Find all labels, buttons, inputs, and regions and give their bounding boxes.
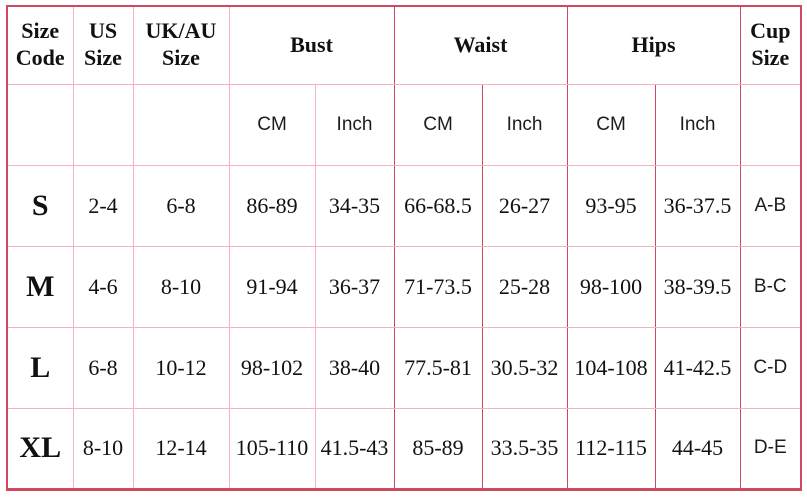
cell-us-size: 4-6 — [72, 245, 134, 328]
cell-size-code: S — [6, 164, 74, 247]
cell-hips-cm: 112-115 — [566, 407, 656, 490]
cell-waist-cm: 71-73.5 — [393, 245, 483, 328]
cell-waist-inch: 26-27 — [481, 164, 568, 247]
size-chart-table: Size Code US Size UK/AU Size Bust Waist … — [6, 5, 803, 491]
subheader-waist-cm: CM — [393, 83, 483, 166]
table-row: XL 8-10 12-14 105-110 41.5-43 85-89 33.5… — [6, 407, 802, 490]
cell-hips-inch: 36-37.5 — [654, 164, 741, 247]
subheader-hips-inch: Inch — [654, 83, 741, 166]
cell-waist-inch: 30.5-32 — [481, 326, 568, 409]
cell-bust-cm: 105-110 — [228, 407, 316, 490]
table-row: M 4-6 8-10 91-94 36-37 71-73.5 25-28 98-… — [6, 245, 802, 328]
cell-waist-cm: 85-89 — [393, 407, 483, 490]
cell-hips-cm: 93-95 — [566, 164, 656, 247]
cell-size-code: XL — [6, 407, 74, 490]
cell-cup-size: A-B — [739, 164, 802, 247]
cell-hips-cm: 104-108 — [566, 326, 656, 409]
header-cup-size: Cup Size — [739, 5, 802, 85]
subheader-empty-cup-size — [739, 83, 802, 166]
cell-size-code: M — [6, 245, 74, 328]
header-ukau-size: UK/AU Size — [132, 5, 230, 85]
header-us-size: US Size — [72, 5, 134, 85]
header-row-groups: Size Code US Size UK/AU Size Bust Waist … — [6, 5, 802, 85]
cell-hips-cm: 98-100 — [566, 245, 656, 328]
cell-size-code: L — [6, 326, 74, 409]
subheader-empty-us-size — [72, 83, 134, 166]
cell-us-size: 2-4 — [72, 164, 134, 247]
cell-bust-cm: 86-89 — [228, 164, 316, 247]
cell-ukau-size: 10-12 — [132, 326, 230, 409]
cell-waist-inch: 25-28 — [481, 245, 568, 328]
subheader-waist-inch: Inch — [481, 83, 568, 166]
cell-waist-cm: 77.5-81 — [393, 326, 483, 409]
subheader-empty-size-code — [6, 83, 74, 166]
cell-cup-size: B-C — [739, 245, 802, 328]
header-hips: Hips — [566, 5, 741, 85]
cell-ukau-size: 6-8 — [132, 164, 230, 247]
cell-us-size: 6-8 — [72, 326, 134, 409]
cell-hips-inch: 38-39.5 — [654, 245, 741, 328]
cell-waist-inch: 33.5-35 — [481, 407, 568, 490]
subheader-bust-cm: CM — [228, 83, 316, 166]
cell-bust-inch: 41.5-43 — [314, 407, 395, 490]
cell-ukau-size: 8-10 — [132, 245, 230, 328]
header-size-code: Size Code — [6, 5, 74, 85]
table-row: L 6-8 10-12 98-102 38-40 77.5-81 30.5-32… — [6, 326, 802, 409]
subheader-bust-inch: Inch — [314, 83, 395, 166]
cell-cup-size: D-E — [739, 407, 802, 490]
cell-bust-inch: 36-37 — [314, 245, 395, 328]
cell-us-size: 8-10 — [72, 407, 134, 490]
header-waist: Waist — [393, 5, 568, 85]
table-row: S 2-4 6-8 86-89 34-35 66-68.5 26-27 93-9… — [6, 164, 802, 247]
cell-hips-inch: 41-42.5 — [654, 326, 741, 409]
header-row-units: CM Inch CM Inch CM Inch — [6, 83, 802, 166]
cell-hips-inch: 44-45 — [654, 407, 741, 490]
cell-bust-inch: 38-40 — [314, 326, 395, 409]
subheader-hips-cm: CM — [566, 83, 656, 166]
cell-bust-inch: 34-35 — [314, 164, 395, 247]
cell-bust-cm: 98-102 — [228, 326, 316, 409]
header-bust: Bust — [228, 5, 395, 85]
cell-ukau-size: 12-14 — [132, 407, 230, 490]
cell-waist-cm: 66-68.5 — [393, 164, 483, 247]
cell-cup-size: C-D — [739, 326, 802, 409]
subheader-empty-ukau-size — [132, 83, 230, 166]
cell-bust-cm: 91-94 — [228, 245, 316, 328]
